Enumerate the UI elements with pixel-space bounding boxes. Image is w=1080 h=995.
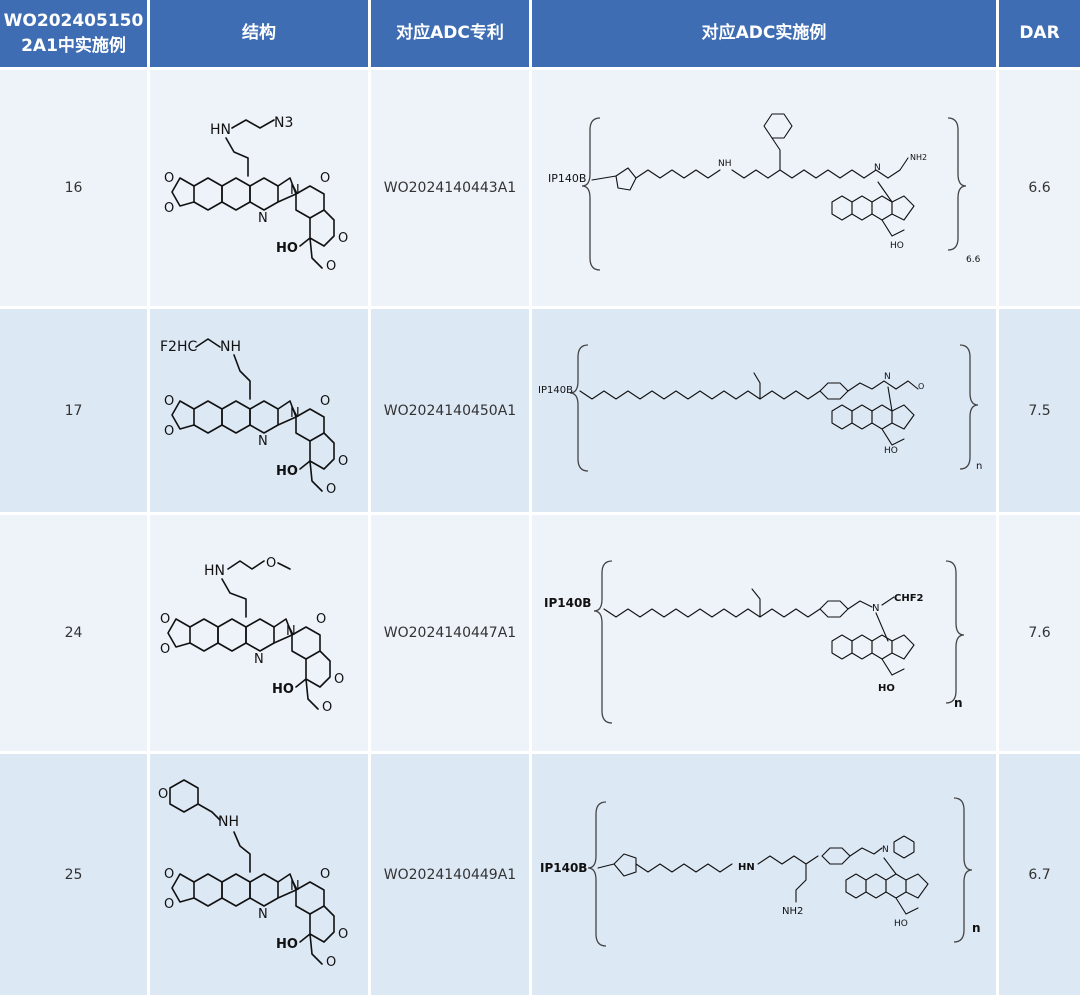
svg-text:N: N <box>884 372 891 382</box>
row-4-structure: O NH O O N N O O HO O <box>150 754 368 995</box>
adc-16-drawing: IP140B 6.6 NH N NH2 HO <box>548 113 981 271</box>
svg-text:NH2: NH2 <box>910 153 927 162</box>
svg-text:O: O <box>326 955 336 970</box>
svg-text:O: O <box>164 201 174 216</box>
svg-text:HO: HO <box>878 683 895 694</box>
svg-text:HO: HO <box>894 919 908 929</box>
svg-text:N: N <box>258 907 268 922</box>
row-1-example: 16 <box>0 70 147 306</box>
row-2-patent: WO2024140450A1 <box>371 309 529 512</box>
svg-text:IP140B: IP140B <box>538 385 573 396</box>
svg-text:O: O <box>266 556 276 571</box>
svg-text:O: O <box>164 867 174 882</box>
svg-text:HN: HN <box>210 122 231 138</box>
svg-text:O: O <box>316 612 326 627</box>
svg-text:O: O <box>160 612 170 627</box>
header-adc-example: 对应ADC实施例 <box>532 0 996 67</box>
svg-text:N: N <box>290 879 300 894</box>
row-1-adc: IP140B 6.6 NH N NH2 HO <box>532 70 996 306</box>
header-dar: DAR <box>999 0 1080 67</box>
svg-text:N: N <box>254 652 264 667</box>
svg-text:NH: NH <box>220 339 241 355</box>
row-1-structure: HN N3 O O N N O O HO O <box>150 70 368 306</box>
structure-16-drawing: HN N3 O O N N O O HO O <box>164 115 348 274</box>
svg-text:n: n <box>954 696 963 710</box>
row-2-dar: 7.5 <box>999 309 1080 512</box>
svg-text:HO: HO <box>276 464 298 479</box>
header-adc-patent: 对应ADC专利 <box>371 0 529 67</box>
svg-text:N3: N3 <box>274 115 293 131</box>
svg-text:O: O <box>320 394 330 409</box>
svg-text:O: O <box>338 231 348 246</box>
structure-17-drawing: F2HC NH O O N N O O HO O <box>160 338 348 497</box>
header-example: WO202405150 2A1中实施例 <box>0 0 147 67</box>
structure-24-drawing: HN O O O N N O O HO O <box>160 556 344 715</box>
svg-text:HO: HO <box>890 241 904 251</box>
svg-text:O: O <box>164 394 174 409</box>
header-structure: 结构 <box>150 0 368 67</box>
row-3-patent: WO2024140447A1 <box>371 515 529 751</box>
structure-25-drawing: O NH O O N N O O HO O <box>158 779 348 970</box>
svg-text:O: O <box>326 482 336 497</box>
svg-text:IP140B: IP140B <box>544 596 591 610</box>
svg-text:O: O <box>326 259 336 274</box>
row-3-example: 24 <box>0 515 147 751</box>
svg-text:O: O <box>164 424 174 439</box>
svg-text:F2HC: F2HC <box>160 339 197 355</box>
row-2-structure: F2HC NH O O N N O O HO O <box>150 309 368 512</box>
svg-text:N: N <box>290 183 300 198</box>
row-4-dar: 6.7 <box>999 754 1080 995</box>
svg-text:HN: HN <box>204 563 225 579</box>
svg-text:NH2: NH2 <box>782 906 803 917</box>
svg-text:O: O <box>160 642 170 657</box>
svg-text:N: N <box>872 603 879 614</box>
svg-text:NH: NH <box>218 814 239 830</box>
svg-text:N: N <box>882 845 889 855</box>
adc-24-drawing: IP140B n N CHF2 HO <box>544 560 965 724</box>
row-4-adc: IP140B n HN NH2 N HO <box>532 754 996 995</box>
svg-text:HN: HN <box>738 862 755 873</box>
svg-text:NH: NH <box>718 159 732 169</box>
row-3-adc: IP140B n N CHF2 HO <box>532 515 996 751</box>
svg-text:N: N <box>290 406 300 421</box>
svg-text:HO: HO <box>276 937 298 952</box>
svg-text:O: O <box>320 867 330 882</box>
svg-text:O: O <box>164 171 174 186</box>
svg-text:O: O <box>164 897 174 912</box>
row-1-dar: 6.6 <box>999 70 1080 306</box>
svg-text:N: N <box>258 434 268 449</box>
svg-text:HO: HO <box>884 446 898 456</box>
svg-text:O: O <box>158 787 168 802</box>
row-3-dar: 7.6 <box>999 515 1080 751</box>
svg-text:IP140B: IP140B <box>540 861 587 875</box>
svg-text:N: N <box>874 163 881 173</box>
svg-text:6.6: 6.6 <box>966 255 981 265</box>
svg-text:IP140B: IP140B <box>548 172 586 185</box>
svg-text:n: n <box>972 921 981 935</box>
adc-25-drawing: IP140B n HN NH2 N HO <box>540 797 981 947</box>
svg-text:n: n <box>976 461 982 472</box>
svg-text:N: N <box>258 211 268 226</box>
row-2-adc: IP140B n N O HO <box>532 309 996 512</box>
svg-text:N: N <box>286 624 296 639</box>
svg-text:O: O <box>322 700 332 715</box>
row-1-patent: WO2024140443A1 <box>371 70 529 306</box>
svg-text:CHF2: CHF2 <box>894 593 924 604</box>
adc-17-drawing: IP140B n N O HO <box>538 344 982 472</box>
row-4-example: 25 <box>0 754 147 995</box>
svg-text:O: O <box>338 454 348 469</box>
svg-text:O: O <box>320 171 330 186</box>
row-2-example: 17 <box>0 309 147 512</box>
svg-text:HO: HO <box>276 241 298 256</box>
svg-text:O: O <box>918 382 924 391</box>
row-3-structure: HN O O O N N O O HO O <box>150 515 368 751</box>
svg-text:HO: HO <box>272 682 294 697</box>
row-4-patent: WO2024140449A1 <box>371 754 529 995</box>
svg-text:O: O <box>334 672 344 687</box>
svg-text:O: O <box>338 927 348 942</box>
